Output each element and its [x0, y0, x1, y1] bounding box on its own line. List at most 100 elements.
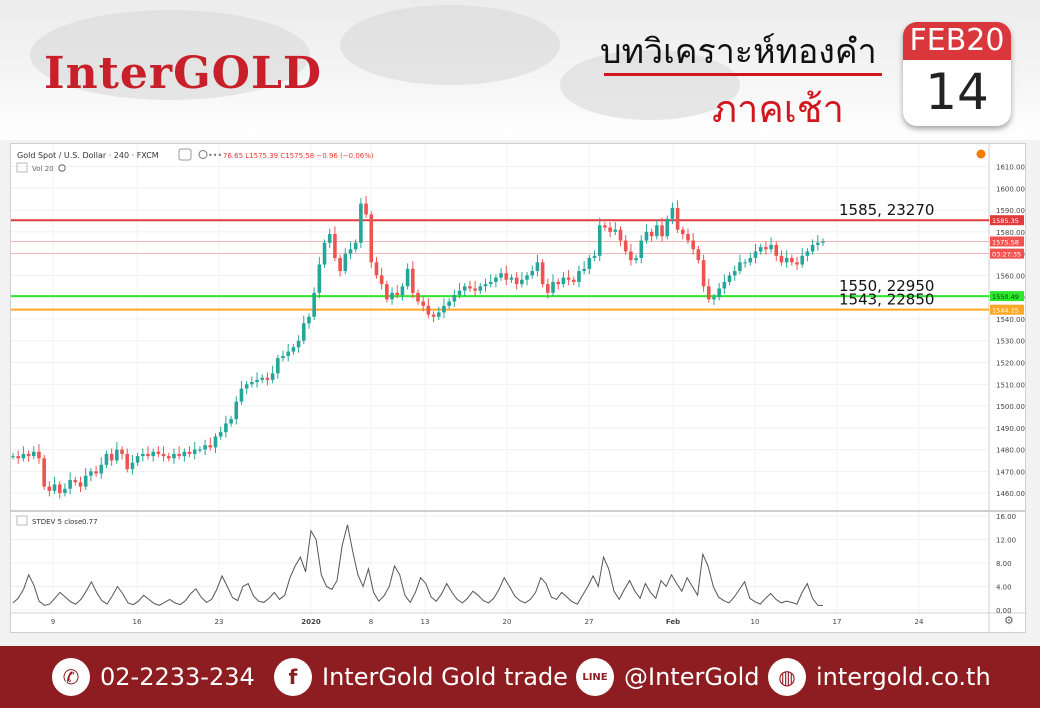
candle-body — [597, 225, 602, 256]
candle-body — [774, 244, 779, 256]
candle-body — [198, 449, 202, 451]
price-tick-label: 1460.00 — [996, 490, 1025, 498]
price-tag-label: 03:27:35 — [992, 251, 1021, 259]
footer-phone[interactable]: ✆ 02-2233-234 — [52, 646, 255, 708]
candle-body — [390, 292, 394, 300]
price-tick-label: 1510.00 — [996, 381, 1025, 389]
footer-facebook[interactable]: f InterGold Gold trade — [274, 646, 568, 708]
candle-body — [348, 249, 353, 254]
candle-body — [478, 286, 483, 291]
price-tag — [990, 248, 1024, 259]
candle-body — [411, 268, 415, 293]
price-tag — [990, 236, 1024, 247]
price-tag-label: 1544.25 — [992, 307, 1019, 315]
hide-eye-icon[interactable] — [58, 164, 66, 172]
candle-body — [457, 290, 462, 295]
candle-body — [135, 456, 140, 463]
title-underline — [604, 73, 882, 76]
candle-body — [395, 292, 400, 295]
footer-line[interactable]: LINE @InterGold — [576, 646, 760, 708]
candle-body — [255, 379, 259, 383]
candle-body — [634, 257, 638, 261]
candle-body — [203, 445, 207, 450]
candle-body — [239, 388, 244, 402]
stdev-line — [12, 524, 824, 606]
settings-gear-icon[interactable]: ⚙ — [1004, 614, 1014, 627]
candle-body — [717, 288, 721, 298]
candle-body — [468, 286, 472, 289]
candle-body — [229, 419, 233, 424]
price-tick-label: 1580.00 — [996, 229, 1025, 237]
world-map-shape — [340, 5, 560, 85]
time-tick-label: Feb — [666, 618, 680, 626]
indicator-tick-label: 12.00 — [996, 537, 1016, 545]
price-tick-label: 1480.00 — [996, 447, 1025, 455]
candle-body — [452, 294, 457, 302]
candle-body — [244, 384, 249, 389]
indicator-tick-label: 0.00 — [996, 607, 1012, 615]
candle-body — [63, 488, 67, 494]
phone-number: 02-2233-234 — [100, 663, 255, 691]
collapse-icon[interactable] — [16, 162, 28, 173]
candle-body — [535, 262, 540, 272]
candle-body — [120, 449, 124, 454]
candle-body — [141, 453, 145, 457]
candle-body — [317, 264, 322, 293]
footer-website[interactable]: ◍ intergold.co.th — [768, 646, 991, 708]
time-tick-label: 27 — [585, 618, 594, 626]
collapse-icon[interactable] — [16, 515, 28, 526]
price-tick-label: 1540.00 — [996, 316, 1025, 324]
indicator-value: 0.77 — [82, 518, 98, 526]
candle-body — [504, 273, 509, 280]
price-tag-label: 1550.49 — [992, 293, 1019, 301]
candle-body — [421, 301, 425, 306]
candles — [11, 195, 825, 499]
candle-body — [681, 229, 685, 235]
candle-body — [603, 225, 607, 228]
candle-body — [182, 451, 187, 457]
candle-body — [514, 277, 519, 285]
candle-body — [115, 449, 119, 461]
stdev-indicator — [12, 524, 824, 606]
candle-body — [540, 262, 545, 285]
time-tick-label: 8 — [369, 618, 373, 626]
candle-body — [743, 262, 747, 264]
candle-body — [660, 225, 664, 237]
candle-body — [89, 471, 93, 476]
price-tick-label: 1600.00 — [996, 185, 1025, 193]
indicator-label: STDEV 5 close — [32, 518, 82, 526]
facebook-page: InterGold Gold trade — [322, 663, 568, 691]
candle-body — [379, 275, 384, 285]
candle-body — [509, 277, 514, 280]
candle-body — [753, 251, 758, 258]
contact-footer: ✆ 02-2233-234 f InterGold Gold trade LIN… — [0, 646, 1040, 708]
compare-icon[interactable] — [178, 148, 192, 161]
candle-body — [618, 229, 623, 241]
alert-icon[interactable] — [976, 149, 986, 159]
candle-body — [68, 480, 72, 489]
price-tag-label: 1585.35 — [992, 217, 1019, 225]
calendar-icon: FEB20 14 — [903, 22, 1011, 126]
candle-body — [691, 240, 695, 250]
price-chart[interactable]: 1585, 23270 1550, 22950 1543, 22850 1610.0… — [10, 143, 1026, 633]
candle-body — [732, 271, 737, 276]
candle-body — [769, 244, 773, 250]
candle-body — [11, 456, 15, 458]
candle-body — [816, 242, 820, 245]
price-tag — [990, 291, 1024, 302]
candle-body — [364, 203, 368, 215]
page-subtitle: ภาคเช้า — [712, 87, 844, 131]
eye-icon[interactable] — [198, 150, 208, 159]
ohlc-header: 76.65 L1575.39 C1575.58 −0.96 (−0.06%) — [223, 152, 374, 160]
candle-body — [31, 451, 36, 457]
more-icon[interactable]: ••• — [208, 151, 222, 160]
candle-body — [286, 351, 290, 356]
indicator-tick-label: 8.00 — [996, 560, 1012, 568]
candle-body — [130, 462, 135, 470]
candle-body — [125, 453, 130, 470]
candle-body — [488, 281, 493, 285]
candle-body — [369, 214, 374, 263]
line-icon: LINE — [576, 658, 614, 696]
candle-body — [551, 281, 555, 293]
